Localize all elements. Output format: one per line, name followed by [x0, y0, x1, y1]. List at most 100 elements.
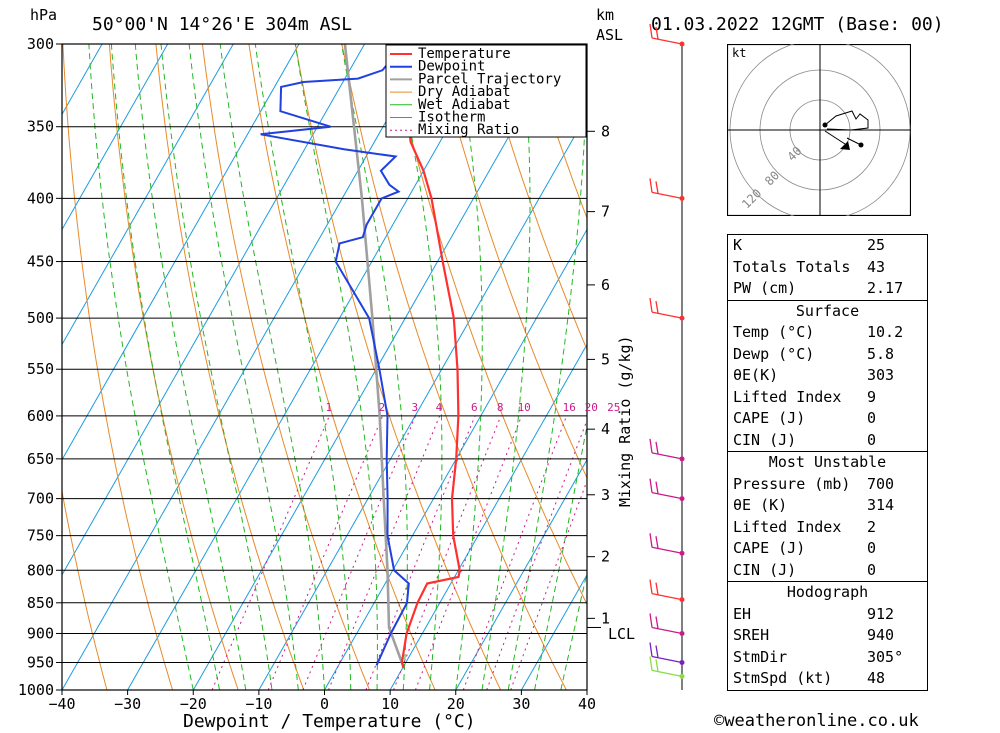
- pressure-tick-label: 550: [27, 360, 54, 378]
- asl-unit-label: ASL: [596, 26, 623, 44]
- mixing-ratio-tick-label: 16: [563, 401, 576, 414]
- dry-adiabat-line: [108, 44, 239, 690]
- km-tick-label: 6: [601, 276, 610, 294]
- km-tick-label: 1: [601, 609, 610, 627]
- index-row: CAPE (J) 0: [728, 538, 927, 560]
- wind-barb-flag: [655, 181, 659, 194]
- mixing-ratio-tick-label: 6: [471, 401, 478, 414]
- plot-profiles: [260, 44, 461, 669]
- copyright-footer: ©weatheronline.co.uk: [714, 711, 919, 731]
- index-label: θE(K): [733, 366, 779, 384]
- index-label: θE (K): [733, 496, 788, 514]
- wind-barb-flag: [655, 26, 659, 40]
- wet-adiabat-line: [134, 44, 247, 690]
- wind-profile: [649, 23, 685, 690]
- wind-barb: [651, 669, 683, 678]
- index-row: Pressure (mb) 700: [728, 474, 927, 496]
- wind-barb-flag: [649, 642, 653, 657]
- pressure-tick-label: 300: [27, 35, 54, 53]
- plot-background-lines: [62, 44, 1000, 690]
- wet-adiabat-line: [294, 44, 378, 690]
- index-value: 0: [867, 539, 877, 557]
- index-label: CAPE (J): [733, 409, 806, 427]
- wind-barb-flag: [649, 178, 653, 193]
- hpa-unit-label: hPa: [30, 6, 57, 24]
- index-row: Lifted Index 2: [728, 517, 927, 539]
- index-row: Dewp (°C) 5.8: [728, 344, 927, 366]
- index-row: CIN (J) 0: [728, 560, 927, 582]
- pressure-tick-label: 400: [27, 189, 54, 207]
- isotherm-line: [389, 343, 587, 690]
- index-label: CAPE (J): [733, 539, 806, 557]
- isotherm-line: [62, 44, 234, 346]
- wind-barb: [651, 655, 683, 664]
- index-row: SREH 940: [728, 625, 927, 647]
- storm-motion-marker: [840, 141, 850, 150]
- isotherm-line: [62, 44, 169, 231]
- wind-barb-flag: [649, 533, 653, 548]
- index-row: θE(K) 303: [728, 365, 927, 387]
- indices-table: K 25 Totals Totals 43 PW (cm) 2.17 Surface Te…: [727, 234, 928, 691]
- temperature-tick-label: −40: [48, 695, 75, 713]
- mixing-ratio-tick-label: 8: [497, 401, 504, 414]
- index-row: Totals Totals 43: [728, 257, 927, 279]
- temperature-tick-label: 20: [447, 695, 465, 713]
- mixing-ratio-line: [486, 418, 587, 690]
- index-label: StmDir: [733, 647, 788, 666]
- index-label: Lifted Index: [733, 387, 842, 406]
- wind-barb: [651, 491, 683, 500]
- legend-entry: Parcel Trajectory: [418, 71, 561, 87]
- mixing-ratio-tick-label: 20: [585, 401, 598, 414]
- wet-adiabat-line: [455, 44, 483, 690]
- index-value: 940: [867, 626, 895, 644]
- pressure-tick-label: 600: [27, 407, 54, 425]
- wind-barb-flag: [649, 656, 653, 671]
- isotherm-line: [62, 44, 366, 576]
- index-value: 314: [867, 496, 895, 514]
- hodograph-trace: [824, 110, 869, 131]
- mixing-ratio-line: [267, 415, 384, 690]
- isotherm-line: [62, 44, 300, 461]
- index-value: 305°: [867, 647, 904, 666]
- temperature-tick-label: −20: [180, 695, 207, 713]
- km-tick-label: 8: [601, 122, 610, 140]
- legend-entry: Dry Adiabat: [418, 84, 511, 100]
- index-label: StmSpd (kt): [733, 669, 833, 687]
- index-value: 25: [867, 236, 886, 254]
- legend-entry: Temperature: [418, 46, 511, 62]
- index-row: CAPE (J) 0: [728, 408, 927, 430]
- mixing-ratio-line: [393, 415, 502, 690]
- mixing-ratio-tick-label: 10: [518, 401, 531, 414]
- mixing-ratio-labels: 1 2 3 4 6 8 10 16 20 25: [325, 401, 620, 414]
- dry-adiabat-line: [947, 44, 1000, 690]
- pressure-tick-label: 750: [27, 527, 54, 545]
- wet-adiabat-line: [507, 44, 587, 690]
- mixing-ratio-line: [510, 479, 587, 690]
- isotherm-line: [192, 44, 562, 690]
- wind-barb-flag: [655, 441, 659, 454]
- wind-barb-flag: [649, 297, 653, 313]
- parcel-trajectory: [343, 44, 406, 669]
- isotherm-line: [520, 573, 587, 690]
- surface-title: Surface: [795, 301, 860, 320]
- lcl-label: LCL: [608, 625, 635, 643]
- index-value: 0: [867, 560, 877, 579]
- km-axis: 1 2 3 4 5 6 7 8: [587, 122, 610, 628]
- wind-barb-flag: [649, 579, 653, 594]
- index-label: SREH: [733, 626, 770, 644]
- index-label: EH: [733, 604, 752, 623]
- pressure-tick-label: 850: [27, 594, 54, 612]
- pressure-tick-label: 500: [27, 309, 54, 327]
- wind-barb: [651, 191, 683, 199]
- index-value: 0: [867, 409, 877, 427]
- index-value: 43: [867, 257, 886, 276]
- wind-barb: [651, 452, 683, 460]
- index-row: EH 912: [728, 604, 927, 626]
- dry-adiabat-line: [62, 488, 108, 690]
- isotherm-line: [324, 228, 587, 690]
- legend-entry: Dewpoint: [418, 59, 485, 75]
- index-row: StmSpd (kt) 48: [728, 668, 927, 690]
- pressure-tick-label: 900: [27, 624, 54, 642]
- wind-barb: [651, 546, 683, 554]
